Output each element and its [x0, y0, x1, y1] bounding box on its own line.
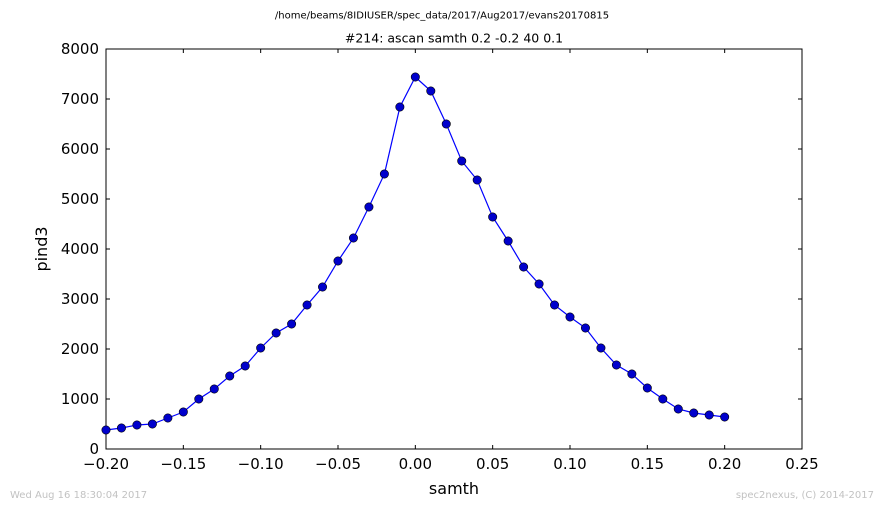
data-point	[457, 156, 467, 166]
x-tick-label: 0.05	[476, 455, 509, 473]
data-point	[194, 394, 204, 404]
data-point	[550, 300, 560, 310]
y-tick-label: 8000	[61, 40, 99, 58]
data-point	[503, 236, 513, 246]
data-point	[426, 86, 436, 96]
data-point	[116, 423, 126, 433]
data-point	[348, 233, 358, 243]
data-point	[256, 343, 266, 353]
data-point	[379, 169, 389, 179]
x-tick-label: 0.15	[631, 455, 664, 473]
y-tick-label: 7000	[61, 90, 99, 108]
data-point	[534, 279, 544, 289]
data-point	[689, 408, 699, 418]
x-axis-label: samth	[429, 479, 479, 498]
data-point	[302, 300, 312, 310]
y-axis: 0 1000 2000 3000 4000 5000 6000 7000 8000	[61, 40, 802, 458]
x-tick-label: 0.10	[553, 455, 586, 473]
y-tick-label: 2000	[61, 340, 99, 358]
data-point	[565, 312, 575, 322]
data-point	[333, 256, 343, 266]
y-tick-label: 3000	[61, 290, 99, 308]
data-point	[225, 371, 235, 381]
data-point	[132, 420, 142, 430]
x-tick-label: −0.15	[160, 455, 206, 473]
data-point	[673, 404, 683, 414]
y-tick-label: 0	[89, 440, 99, 458]
data-point	[101, 425, 111, 435]
footer-credit: spec2nexus, (C) 2014-2017	[736, 490, 874, 501]
y-tick-label: 4000	[61, 240, 99, 258]
data-series	[101, 72, 730, 435]
data-point	[395, 102, 405, 112]
y-tick-label: 5000	[61, 190, 99, 208]
data-point	[318, 282, 328, 292]
data-point	[720, 412, 730, 422]
data-point	[519, 262, 529, 272]
x-tick-label: −0.05	[315, 455, 361, 473]
footer-timestamp: Wed Aug 16 18:30:04 2017	[10, 490, 147, 501]
data-point	[163, 413, 173, 423]
data-point	[658, 394, 668, 404]
data-point	[240, 361, 250, 371]
data-point	[580, 323, 590, 333]
data-point	[704, 410, 714, 420]
scan-title: #214: ascan samth 0.2 -0.2 40 0.1	[345, 31, 563, 46]
data-point	[147, 419, 157, 429]
data-point	[611, 360, 621, 370]
data-point	[364, 202, 374, 212]
file-path-title: /home/beams/8IDIUSER/spec_data/2017/Aug2…	[275, 11, 609, 22]
data-point	[287, 319, 297, 329]
y-tick-label: 1000	[61, 390, 99, 408]
data-point	[178, 407, 188, 417]
x-tick-label: −0.20	[83, 455, 129, 473]
x-tick-label: 0.20	[708, 455, 741, 473]
data-point	[596, 343, 606, 353]
data-point	[642, 383, 652, 393]
x-tick-label: −0.10	[238, 455, 284, 473]
data-point	[472, 175, 482, 185]
x-axis: −0.20 −0.15 −0.10 −0.05 0.00 0.05 0.10 0.15 0.20…	[83, 49, 819, 473]
y-axis-label: pind3	[32, 226, 51, 271]
data-point	[627, 369, 637, 379]
data-point	[441, 119, 451, 129]
x-tick-label: 0.25	[785, 455, 818, 473]
data-point	[271, 328, 281, 338]
y-tick-label: 6000	[61, 140, 99, 158]
data-point	[410, 72, 420, 82]
data-point	[209, 384, 219, 394]
x-tick-label: 0.00	[399, 455, 432, 473]
data-point	[488, 212, 498, 222]
